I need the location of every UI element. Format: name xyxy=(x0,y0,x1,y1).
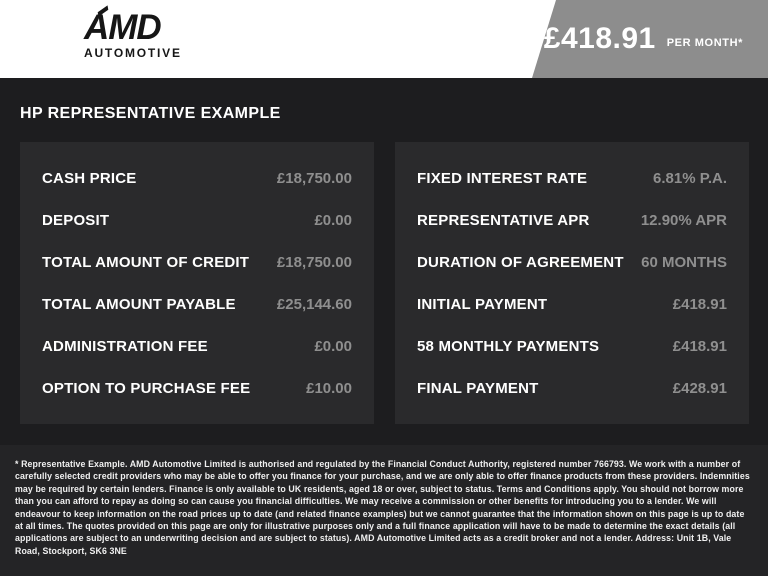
row-label: TOTAL AMOUNT OF CREDIT xyxy=(42,253,250,271)
row-value: £418.91 xyxy=(672,337,727,355)
row-label: FIXED INTEREST RATE xyxy=(417,169,588,187)
page-header: AMD AUTOMOTIVE £418.91 PER MONTH* xyxy=(0,0,768,78)
table-row: REPRESENTATIVE APR 12.90% APR xyxy=(417,199,727,241)
disclaimer-text: * Representative Example. AMD Automotive… xyxy=(15,459,750,556)
table-row: TOTAL AMOUNT OF CREDIT £18,750.00 xyxy=(42,241,352,283)
monthly-price-banner: £418.91 PER MONTH* xyxy=(532,0,768,78)
row-label: INITIAL PAYMENT xyxy=(417,295,548,313)
table-row: INITIAL PAYMENT £418.91 xyxy=(417,283,727,325)
table-row: ADMINISTRATION FEE £0.00 xyxy=(42,325,352,367)
row-label: OPTION TO PURCHASE FEE xyxy=(42,379,251,397)
finance-panels: CASH PRICE £18,750.00 DEPOSIT £0.00 TOTA… xyxy=(20,142,749,424)
row-label: 58 MONTHLY PAYMENTS xyxy=(417,337,600,355)
finance-table-left: CASH PRICE £18,750.00 DEPOSIT £0.00 TOTA… xyxy=(20,142,374,424)
finance-example-section: HP REPRESENTATIVE EXAMPLE CASH PRICE £18… xyxy=(0,78,768,445)
brand-logo-text: AMD xyxy=(84,5,182,47)
row-value: 6.81% P.A. xyxy=(653,169,727,187)
monthly-price-amount: £418.91 xyxy=(543,22,656,55)
table-row: DURATION OF AGREEMENT 60 MONTHS xyxy=(417,241,727,283)
row-value: £18,750.00 xyxy=(276,169,352,187)
row-value: £0.00 xyxy=(314,211,352,229)
table-row: OPTION TO PURCHASE FEE £10.00 xyxy=(42,367,352,409)
row-value: £25,144.60 xyxy=(276,295,352,313)
table-row: DEPOSIT £0.00 xyxy=(42,199,352,241)
row-label: DURATION OF AGREEMENT xyxy=(417,253,624,271)
legal-disclaimer: * Representative Example. AMD Automotive… xyxy=(0,445,768,576)
row-value: £418.91 xyxy=(672,295,727,313)
table-row: CASH PRICE £18,750.00 xyxy=(42,157,352,199)
row-label: TOTAL AMOUNT PAYABLE xyxy=(42,295,236,313)
row-label: REPRESENTATIVE APR xyxy=(417,211,590,229)
row-value: 60 MONTHS xyxy=(641,253,727,271)
page-title: HP REPRESENTATIVE EXAMPLE xyxy=(20,105,281,122)
row-value: £18,750.00 xyxy=(276,253,352,271)
table-row: 58 MONTHLY PAYMENTS £418.91 xyxy=(417,325,727,367)
row-value: £428.91 xyxy=(672,379,727,397)
row-label: FINAL PAYMENT xyxy=(417,379,539,397)
row-label: DEPOSIT xyxy=(42,211,110,229)
row-value: £10.00 xyxy=(306,379,352,397)
brand-name: AMD xyxy=(84,8,162,47)
per-month-label: PER MONTH* xyxy=(666,36,743,49)
brand-logo: AMD AUTOMOTIVE xyxy=(84,5,182,60)
row-label: ADMINISTRATION FEE xyxy=(42,337,208,355)
row-value: £0.00 xyxy=(314,337,352,355)
table-row: TOTAL AMOUNT PAYABLE £25,144.60 xyxy=(42,283,352,325)
table-row: FIXED INTEREST RATE 6.81% P.A. xyxy=(417,157,727,199)
brand-subtitle: AUTOMOTIVE xyxy=(84,46,182,60)
row-label: CASH PRICE xyxy=(42,169,137,187)
finance-table-right: FIXED INTEREST RATE 6.81% P.A. REPRESENT… xyxy=(395,142,749,424)
table-row: FINAL PAYMENT £428.91 xyxy=(417,367,727,409)
row-value: 12.90% APR xyxy=(640,211,727,229)
